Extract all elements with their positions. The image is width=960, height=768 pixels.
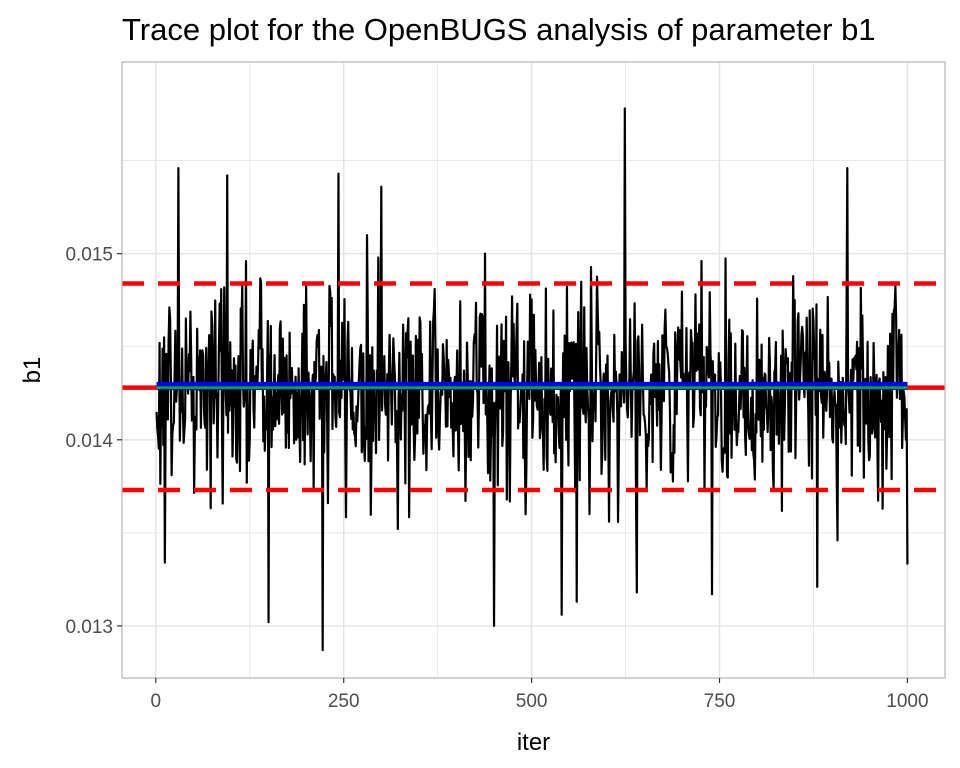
x-axis-title: iter bbox=[517, 729, 550, 756]
y-tick-label: 0.015 bbox=[65, 245, 113, 266]
trace-line bbox=[155, 107, 909, 652]
chart-title: Trace plot for the OpenBUGS analysis of … bbox=[122, 12, 876, 47]
y-tick-label: 0.013 bbox=[65, 617, 113, 638]
panel-border bbox=[121, 61, 946, 679]
x-tick-label: 1000 bbox=[886, 691, 928, 712]
x-tick-label: 750 bbox=[704, 691, 736, 712]
x-tick-label: 500 bbox=[516, 691, 548, 712]
x-tick-label: 250 bbox=[328, 691, 360, 712]
x-tick-label: 0 bbox=[151, 691, 162, 712]
y-tick-label: 0.014 bbox=[65, 431, 113, 452]
y-axis-title: b1 bbox=[19, 357, 46, 384]
